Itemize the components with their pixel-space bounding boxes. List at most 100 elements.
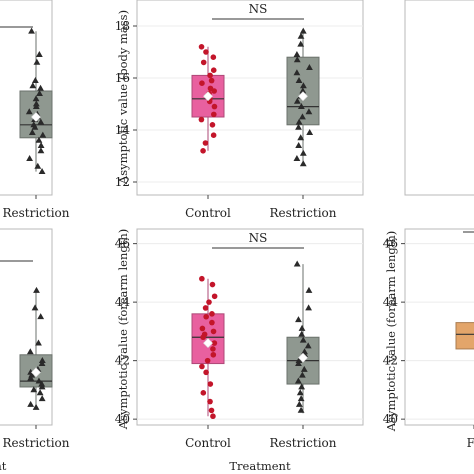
y-tick-label: 16 [115, 71, 130, 85]
data-point [207, 381, 214, 387]
data-point [299, 113, 306, 120]
mean-marker [298, 352, 308, 363]
data-point [198, 44, 205, 50]
data-point [298, 383, 306, 390]
y-axis-label: Asymptotic value (forearm length) [384, 231, 398, 432]
data-point [209, 319, 215, 326]
data-point [293, 155, 301, 161]
chart-panel-5: 40 42 44 46 Fe Asymptotic value (forearm leng… [383, 228, 474, 450]
data-point [306, 64, 313, 70]
data-point [25, 108, 33, 115]
data-point [200, 390, 207, 396]
data-point [298, 330, 306, 337]
data-point [207, 398, 213, 405]
data-point [208, 77, 215, 84]
data-point [198, 116, 205, 123]
data-point [293, 51, 301, 57]
data-point [30, 386, 38, 393]
data-point [203, 49, 209, 55]
x-tick-label: Restriction [269, 206, 336, 220]
data-point [203, 369, 209, 376]
data-point [202, 305, 209, 311]
x-tick-label: Control [185, 436, 231, 450]
chart-panel-0: Restriction [0, 0, 70, 220]
data-point [31, 123, 39, 130]
mean-marker [203, 91, 213, 102]
data-point [295, 118, 303, 125]
panel-frame [136, 228, 364, 426]
data-point [297, 40, 305, 47]
mean-marker [298, 91, 308, 102]
y-tick-label: 44 [115, 295, 131, 309]
data-point [26, 155, 34, 161]
data-point [33, 58, 41, 65]
data-point [211, 340, 218, 346]
data-point [32, 95, 40, 102]
data-point [32, 403, 40, 410]
data-point [296, 389, 304, 396]
data-point [211, 293, 218, 300]
mean-marker [203, 338, 213, 349]
x-tick-label: Restriction [2, 206, 69, 220]
data-point [35, 51, 43, 57]
y-axis-label: Asymptotic value (body mass) [116, 10, 130, 185]
data-point [209, 122, 216, 128]
data-point [37, 142, 45, 148]
data-point [299, 87, 307, 94]
data-point [298, 324, 306, 331]
data-point [37, 84, 44, 91]
data-point [293, 260, 301, 267]
data-point [200, 59, 207, 66]
data-point [306, 129, 314, 135]
data-point [300, 82, 307, 89]
y-tick-label: 12 [115, 175, 130, 189]
data-point [38, 168, 46, 174]
data-point [27, 400, 35, 407]
data-point [29, 82, 37, 89]
chart-panel-3: Restriction ent [0, 228, 70, 473]
x-axis-label: ent [0, 459, 7, 473]
data-point [210, 328, 217, 335]
data-point [199, 275, 205, 282]
data-point [37, 147, 45, 154]
data-point [204, 357, 211, 364]
data-point [36, 90, 43, 96]
data-point [297, 32, 305, 39]
data-point [200, 148, 206, 154]
data-point [210, 346, 216, 352]
y-tick-label: 46 [383, 237, 398, 251]
y-tick-label: 18 [115, 19, 130, 33]
significance-label: NS [249, 2, 268, 16]
data-point [295, 400, 303, 407]
data-point [32, 103, 40, 109]
data-point [297, 134, 305, 141]
data-point [38, 395, 46, 402]
data-point [297, 406, 305, 413]
mean-marker [31, 367, 41, 378]
x-tick-label: Control [185, 206, 231, 220]
data-point [210, 413, 216, 420]
data-point [299, 149, 307, 156]
mean-marker [31, 112, 41, 122]
data-point [37, 313, 45, 320]
data-point [26, 348, 34, 355]
data-point [35, 339, 42, 346]
data-point [35, 377, 43, 384]
panel-frame [404, 0, 474, 196]
data-point [305, 304, 313, 311]
data-point [295, 359, 302, 366]
data-point [35, 136, 43, 143]
data-point [295, 123, 302, 130]
data-point [199, 363, 205, 370]
data-point [34, 162, 42, 169]
box-iqr [455, 322, 474, 350]
x-tick-label: Restriction [269, 436, 336, 450]
data-point [199, 80, 205, 86]
x-axis-label: Treatment [229, 459, 291, 473]
y-tick-label: 40 [383, 412, 398, 426]
data-point [27, 374, 35, 381]
data-point [38, 357, 46, 364]
data-point [298, 371, 306, 378]
data-point [299, 160, 307, 167]
